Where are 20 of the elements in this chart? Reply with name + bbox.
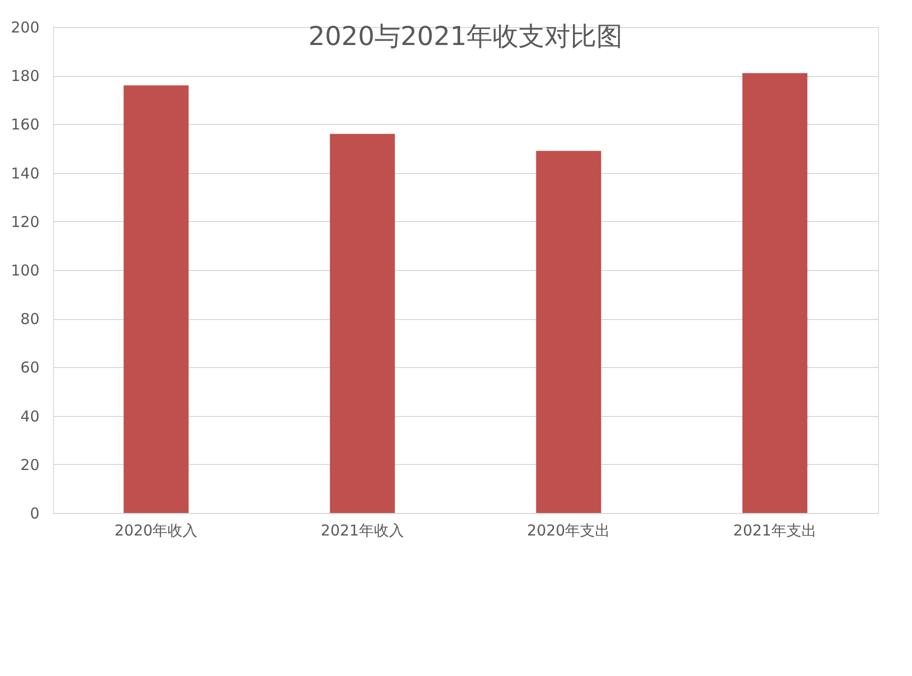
y-tick-label: 160 [10, 116, 40, 134]
bar [330, 134, 395, 513]
y-tick-label: 60 [20, 358, 40, 377]
chart-title: 2020与2021年收支对比图 [308, 22, 623, 52]
y-tick-label: 100 [10, 262, 40, 280]
bar [124, 85, 189, 513]
x-tick-label: 2020年支出 [527, 522, 610, 540]
y-tick-label: 80 [20, 310, 40, 328]
x-tick-label: 2021年支出 [733, 522, 816, 540]
y-tick-label: 120 [10, 212, 40, 231]
x-tick-label: 2021年收入 [320, 522, 404, 540]
y-tick-label: 0 [30, 504, 40, 522]
y-tick-label: 20 [20, 456, 40, 474]
y-tick-label: 180 [10, 67, 40, 86]
y-tick-label: 40 [20, 407, 40, 426]
y-tick-label: 140 [10, 164, 40, 182]
y-tick-label: 200 [10, 18, 40, 36]
bar [742, 73, 808, 513]
bar [536, 150, 602, 513]
x-tick-label: 2020年收入 [114, 522, 198, 540]
